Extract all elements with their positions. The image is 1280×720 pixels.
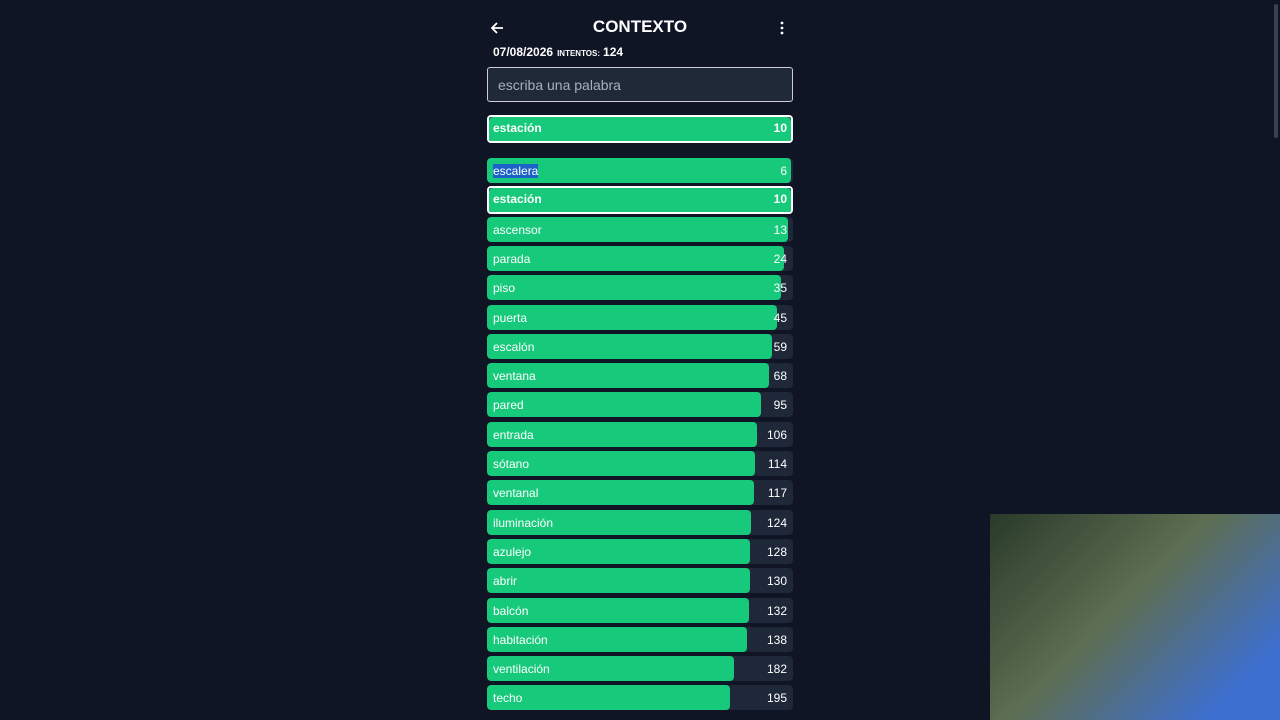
- similarity-bar: [487, 509, 752, 535]
- guess-rank: 95: [773, 398, 787, 413]
- similarity-bar: [487, 451, 755, 476]
- guess-row: ventana 68: [487, 363, 793, 389]
- attempts-label: INTENTOS:: [557, 49, 601, 58]
- guess-word: abrir: [493, 574, 518, 589]
- guess-row: habitación 138: [487, 626, 793, 652]
- guess-row: parada 24: [487, 245, 793, 271]
- guess-word: escalera: [493, 164, 539, 178]
- menu-button[interactable]: [777, 20, 787, 36]
- guess-word: habitación: [493, 632, 548, 647]
- guess-word: parada: [493, 251, 531, 266]
- guess-row: puerta 45: [487, 304, 793, 330]
- guess-word: iluminación: [493, 515, 554, 530]
- guess-row: sótano 114: [487, 451, 793, 476]
- guess-rank: 45: [773, 310, 787, 325]
- similarity-bar: [487, 685, 731, 711]
- guess-row: ascensor 13: [487, 216, 793, 242]
- guess-word: estación: [493, 191, 542, 206]
- similarity-bar: [487, 421, 758, 447]
- guess-rank: 35: [773, 281, 787, 296]
- guess-rank: 138: [766, 632, 787, 647]
- guess-row: pared 95: [487, 392, 793, 418]
- guess-word: pared: [493, 398, 524, 413]
- guess-word: entrada: [493, 427, 534, 442]
- guess-word: escalón: [493, 339, 535, 354]
- guess-word: ventilación: [493, 662, 550, 677]
- guess-word: azulejo: [493, 544, 532, 559]
- similarity-bar: [487, 392, 761, 418]
- back-button[interactable]: [489, 20, 505, 36]
- guess-rank: 68: [773, 369, 787, 384]
- similarity-bar: [487, 626, 748, 652]
- guess-rank: 132: [766, 603, 787, 618]
- guess-row: ventilación 182: [487, 656, 793, 682]
- guess-row: balcón 132: [487, 597, 793, 623]
- scrollbar[interactable]: [1274, 4, 1278, 138]
- similarity-bar: [487, 480, 754, 506]
- guess-word: ventanal: [493, 486, 539, 501]
- title: CONTEXTO: [592, 17, 688, 36]
- similarity-bar: [487, 538, 751, 564]
- similarity-bar: [487, 216, 789, 242]
- game-column: CONTEXTO 07/08/2026 INTENTOS: 124 escriba …: [487, 0, 793, 720]
- guess-row: ventanal 117: [487, 480, 793, 506]
- word-input[interactable]: escriba una palabra: [487, 67, 793, 102]
- guess-word: estación: [493, 121, 542, 135]
- guess-rank: 114: [767, 457, 787, 471]
- similarity-bar: [489, 117, 791, 141]
- similarity-bar: [487, 597, 749, 623]
- guess-rank: 59: [773, 339, 787, 354]
- date: 07/08/2026: [493, 45, 554, 59]
- similarity-bar: [487, 304, 778, 330]
- guess-row: estación 10: [487, 185, 793, 214]
- guess-word: piso: [493, 281, 516, 296]
- input-placeholder: escriba una palabra: [498, 77, 621, 93]
- guess-rank: 106: [766, 427, 787, 442]
- guess-word: balcón: [493, 603, 529, 618]
- guess-row: techo 195: [487, 685, 793, 711]
- similarity-bar: [487, 275, 781, 301]
- guess-rank: 128: [766, 544, 787, 559]
- similarity-bar: [487, 568, 750, 594]
- guess-word: puerta: [493, 310, 528, 325]
- guess-row: entrada 106: [487, 421, 793, 447]
- guess-word: sótano: [493, 457, 530, 471]
- guess-rank: 24: [773, 251, 787, 266]
- guess-row: estación 10: [487, 115, 793, 143]
- guess-row: azulejo 128: [487, 538, 793, 564]
- webcam-overlay: [990, 514, 1280, 720]
- similarity-bar: [489, 187, 791, 212]
- guess-row: abrir 130: [487, 568, 793, 594]
- similarity-bar: [487, 245, 785, 271]
- guess-rank: 10: [773, 121, 787, 135]
- guess-rank: 13: [773, 222, 787, 237]
- guess-rank: 130: [766, 574, 787, 589]
- game-info: 07/08/2026 INTENTOS: 124: [493, 45, 623, 59]
- attempts: 124: [603, 45, 624, 59]
- header: CONTEXTO: [487, 14, 793, 42]
- similarity-bar: [487, 363, 770, 389]
- guess-rank: 182: [766, 662, 787, 677]
- guess-rank: 117: [767, 486, 787, 501]
- guess-word: techo: [493, 691, 523, 706]
- guess-rank: 6: [780, 164, 787, 178]
- guess-rank: 195: [766, 691, 787, 706]
- guess-row: escalón 59: [487, 333, 793, 359]
- guess-word: ascensor: [493, 222, 542, 237]
- guess-rank: 124: [766, 515, 787, 530]
- guess-row: escalera 6: [487, 158, 793, 183]
- similarity-bar: [487, 656, 735, 682]
- guess-row: piso 35: [487, 275, 793, 301]
- similarity-bar: [487, 333, 773, 359]
- guess-rank: 10: [773, 191, 787, 206]
- guess-row: iluminación 124: [487, 509, 793, 535]
- guess-word: ventana: [493, 369, 536, 384]
